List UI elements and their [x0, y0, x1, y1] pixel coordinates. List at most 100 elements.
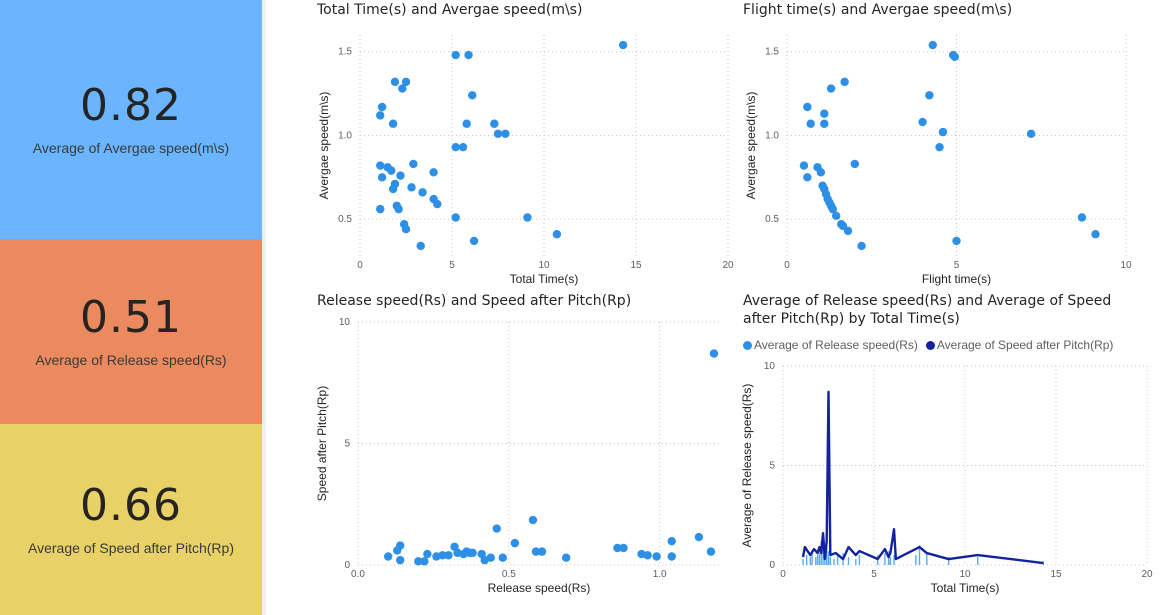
y-axis-title: Avergae speed(m\s) [744, 92, 758, 200]
chart-title: Total Time(s) and Avergae speed(m\s) [317, 2, 583, 18]
data-point [418, 188, 427, 197]
data-point [388, 184, 398, 194]
data-point [493, 129, 503, 138]
data-point [694, 532, 704, 542]
data-point [1077, 213, 1087, 222]
x-tick-label: 10 [959, 569, 971, 580]
y-tick-label: 1.5 [338, 47, 352, 58]
data-point [401, 77, 411, 87]
data-point [390, 77, 400, 87]
y-tick-label: 10 [339, 317, 351, 328]
x-tick-label: 5 [871, 569, 877, 580]
kpi-card-speed-after-pitch[interactable]: 0.66 Average of Speed after Pitch(Rp) [0, 424, 262, 615]
data-point [416, 241, 425, 251]
data-point [706, 547, 716, 556]
y-tick-label: 5 [344, 439, 350, 450]
data-point [709, 349, 719, 358]
data-point [501, 129, 510, 138]
data-point [414, 557, 423, 566]
kpi-card-release-speed[interactable]: 0.51 Average of Release speed(Rs) [0, 239, 262, 424]
data-point [393, 546, 402, 555]
data-point [376, 204, 385, 214]
data-point [618, 40, 628, 50]
data-point [420, 557, 429, 566]
data-point [398, 84, 407, 93]
bar [829, 557, 832, 565]
bar [855, 559, 857, 565]
x-tick-label: 0 [780, 569, 786, 580]
data-point [816, 168, 826, 177]
data-point [643, 551, 652, 560]
y-tick-label: 1.0 [765, 130, 779, 141]
bar [858, 555, 861, 565]
kpi-label: Average of Avergae speed(m\s) [32, 139, 230, 156]
data-point [438, 551, 447, 560]
x-tick-label: 1.0 [653, 569, 667, 580]
y-axis-title: Speed after Pitch(Rp) [315, 386, 329, 501]
data-point [925, 91, 934, 100]
legend-label: Average of Release speed(Rs) [754, 338, 918, 352]
data-point [826, 84, 836, 93]
data-point [1091, 230, 1100, 239]
legend-item-release-speed[interactable]: Average of Release speed(Rs) [743, 338, 918, 352]
data-point [561, 553, 571, 562]
bar [918, 545, 921, 565]
data-point [843, 226, 853, 236]
data-point [459, 549, 468, 559]
x-tick-label: 10 [538, 260, 550, 271]
x-tick-label: 0 [357, 260, 363, 271]
y-tick-label: 10 [764, 361, 776, 372]
chart-0-group: 0 5 10 15 20 0.5 1.0 1.5 Total Time(s) Avergae sp… [317, 35, 734, 286]
chart-legend: Average of Release speed(Rs) Average of … [743, 338, 1117, 352]
y-tick-label: 1.0 [338, 130, 352, 141]
data-point [667, 536, 676, 546]
x-axis-title: Total Time(s) [510, 272, 579, 286]
data-point [376, 161, 385, 170]
kpi-value: 0.51 [80, 291, 182, 343]
panel-divider [262, 0, 266, 615]
data-point [510, 538, 520, 548]
y-tick-label: 0.5 [338, 214, 352, 225]
data-point [401, 225, 411, 234]
x-tick-label: 15 [630, 260, 642, 271]
x-axis-title: Release speed(Rs) [488, 581, 591, 595]
kpi-label: Average of Speed after Pitch(Rp) [28, 539, 234, 556]
data-point [492, 524, 501, 533]
data-point [857, 241, 866, 251]
bar [825, 545, 828, 565]
bar [893, 555, 895, 565]
x-tick-label: 15 [1050, 569, 1062, 580]
data-point [652, 552, 661, 561]
data-point [840, 77, 849, 87]
data-point [820, 109, 829, 118]
y-tick-label: 0.5 [765, 214, 779, 225]
kpi-value: 0.66 [80, 479, 182, 531]
data-point [464, 50, 473, 60]
bar [827, 551, 830, 565]
bar [822, 549, 824, 565]
data-point [950, 52, 960, 61]
bar [884, 553, 886, 565]
kpi-value: 0.82 [80, 79, 182, 131]
y-axis-title: Average of Release speed(Rs) [740, 384, 754, 548]
legend-label: Average of Speed after Pitch(Rp) [936, 338, 1114, 352]
bar [811, 553, 813, 565]
bar [802, 559, 804, 565]
data-point [613, 543, 622, 553]
kpi-card-avg-speed[interactable]: 0.82 Average of Avergae speed(m\s) [0, 0, 262, 239]
data-point [531, 547, 541, 556]
legend-dot-icon [925, 340, 935, 350]
legend-dot-icon [743, 340, 752, 350]
data-point [409, 159, 418, 169]
kpi-label: Average of Release speed(Rs) [35, 351, 227, 368]
chart-2-group: 0.0 0.5 1.0 0 5 10 Release speed(Rs) Speed afte… [315, 317, 720, 595]
chart-1-group: 0 5 10 0.5 1.0 1.5 Flight time(s) Avergae speed… [744, 35, 1132, 286]
data-point [458, 142, 468, 152]
bar [815, 557, 817, 565]
data-point [383, 552, 393, 561]
legend-item-speed-after-pitch[interactable]: Average of Speed after Pitch(Rp) [925, 338, 1114, 352]
x-tick-label: 0.0 [351, 569, 365, 580]
data-point [803, 102, 812, 112]
